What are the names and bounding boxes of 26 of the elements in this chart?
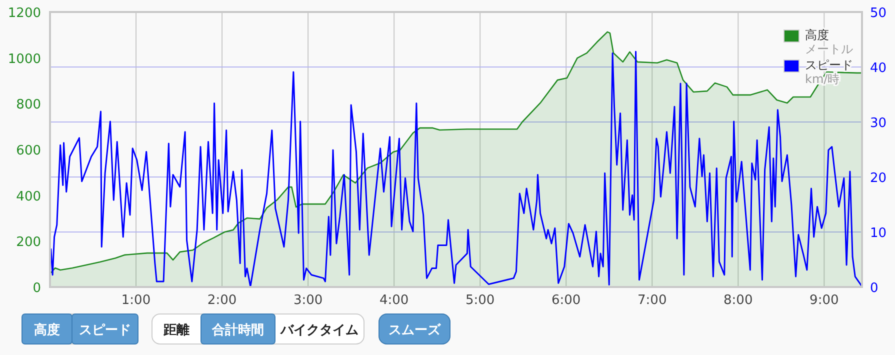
- y-tick-label: 1200: [8, 6, 41, 21]
- y-tick-label: 600: [16, 144, 41, 158]
- y-tick-label: 400: [16, 189, 41, 204]
- y2-tick-label: 50: [870, 6, 887, 21]
- x-tick-label: 7:00: [638, 293, 667, 308]
- button-group: 距離 合計時間 バイクタイム: [152, 314, 364, 344]
- y2-tick-label: 10: [870, 226, 887, 241]
- y2-tick-label: 30: [870, 116, 887, 131]
- x-tick-label: 8:00: [724, 293, 753, 308]
- x-tick-label: 5:00: [465, 293, 495, 308]
- x-tick-label: 3:00: [293, 293, 323, 308]
- y-tick-label: 0: [32, 281, 41, 296]
- button-group: 高度 スピード: [22, 314, 138, 344]
- y2-tick-label: 0: [870, 281, 878, 296]
- x-tick-label: 9:00: [810, 293, 839, 308]
- y-tick-label: 800: [16, 98, 41, 113]
- y-tick-label: 1000: [8, 52, 41, 67]
- x-tick-label: 6:00: [552, 293, 581, 308]
- x-tick-label: 2:00: [207, 293, 237, 308]
- x-tick-label: 4:00: [379, 293, 409, 308]
- y-tick-label: 200: [16, 235, 41, 250]
- y2-tick-label: 20: [870, 171, 887, 186]
- legend-label: 高度メートル: [805, 28, 853, 56]
- x-tick-label: 1:00: [121, 293, 151, 308]
- y2-tick-label: 40: [870, 61, 887, 76]
- button-group: スムーズ: [378, 314, 450, 344]
